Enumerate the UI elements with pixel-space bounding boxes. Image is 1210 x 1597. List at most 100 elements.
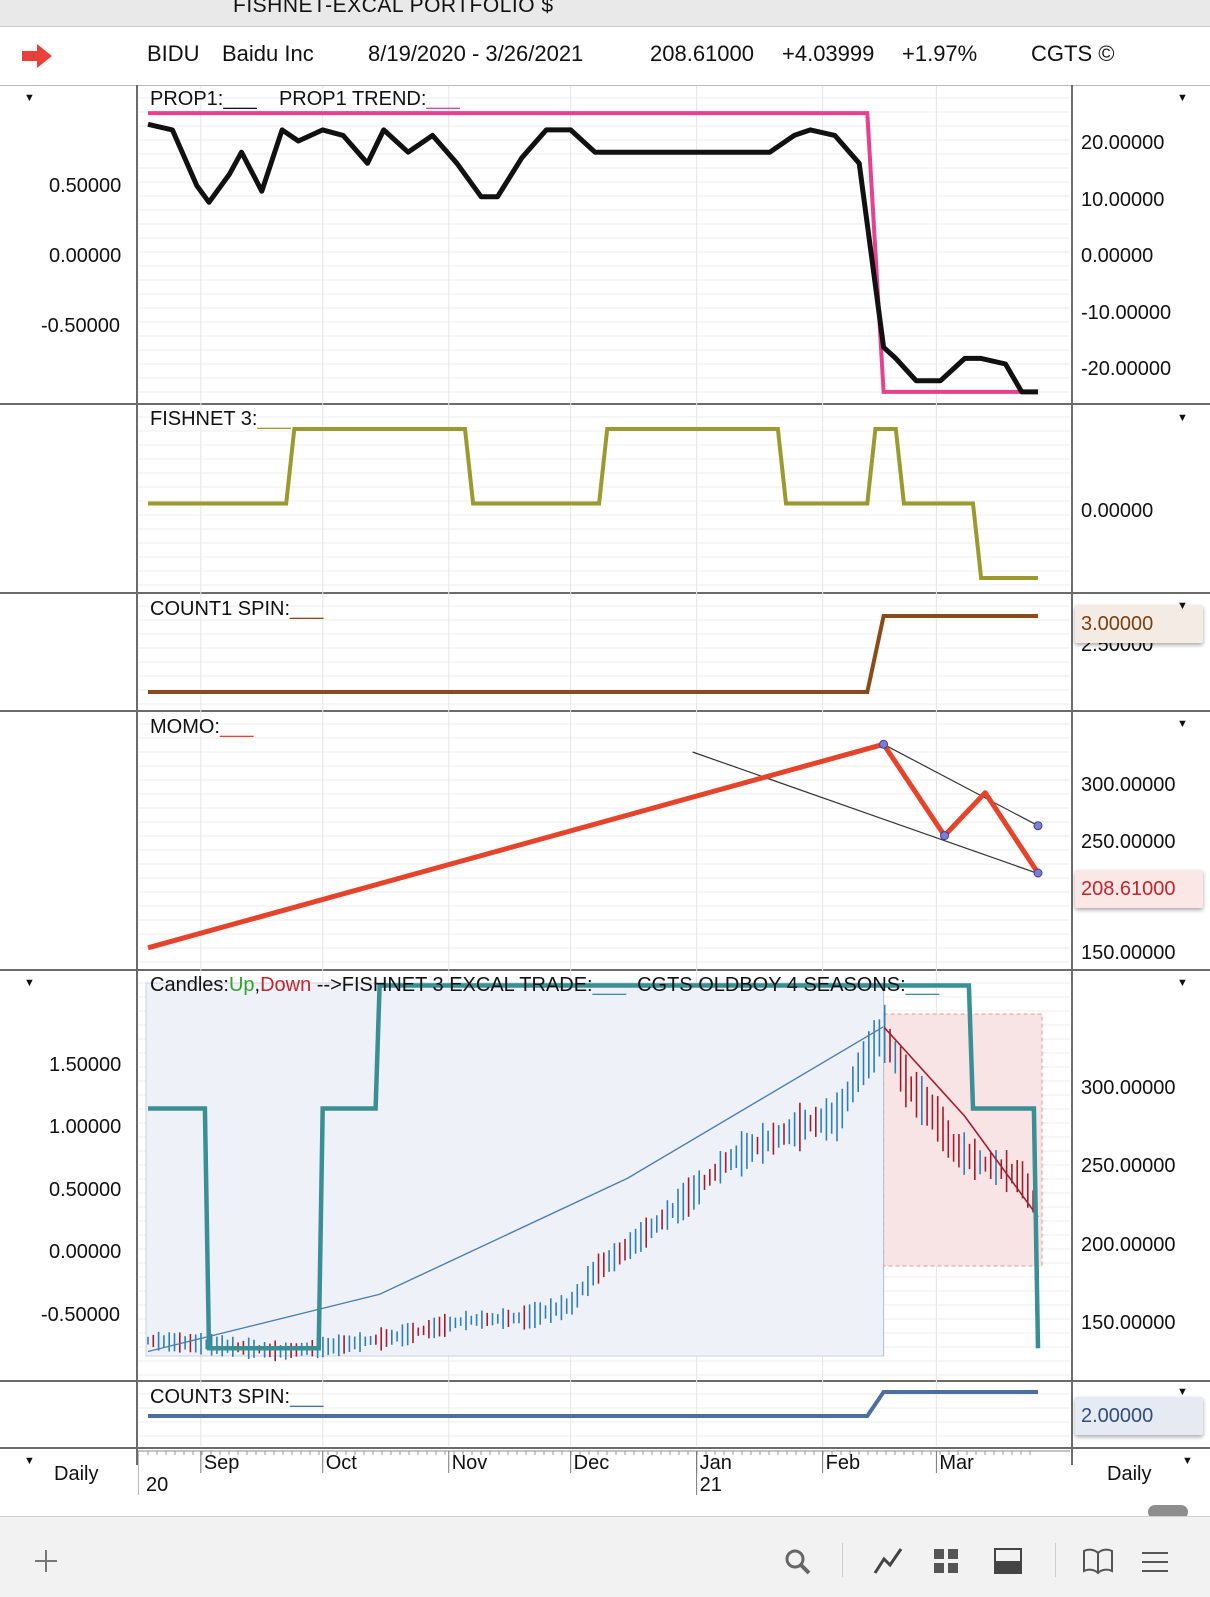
left-tick: 1.00000 xyxy=(49,1116,122,1138)
right-tick: 250.00000 xyxy=(1081,831,1176,853)
fishnet3-line xyxy=(148,427,1038,580)
fishnet3-panel xyxy=(148,427,1038,580)
prop1-label: PROP1:___ PROP1 TREND:___ xyxy=(150,88,460,111)
count1-swatch: ___ xyxy=(290,598,324,620)
count1-value-tag: 3.00000 xyxy=(1075,605,1203,643)
price-change: +4.03999 xyxy=(782,41,875,66)
left-tick: 0.00000 xyxy=(49,1241,122,1263)
count1-title: COUNT1 SPIN: xyxy=(150,598,291,620)
panel-layout-icon[interactable] xyxy=(993,1547,1023,1575)
candles-up-label: Up xyxy=(228,974,255,996)
right-tick: 200.00000 xyxy=(1081,1234,1176,1256)
chart-canvas[interactable] xyxy=(138,86,1070,1446)
right-tick: -20.00000 xyxy=(1081,358,1172,380)
chevron-down-icon[interactable]: ▼ xyxy=(1177,92,1188,104)
momo-value-tag: 208.61000 xyxy=(1075,870,1203,908)
count3-line xyxy=(148,1390,1038,1418)
cgts-title: CGTS OLDBOY 4 SEASONS: xyxy=(637,974,906,996)
x-axis: Sep Oct Nov Dec Jan Feb Mar 20 21 xyxy=(138,1450,1070,1496)
panel-divider[interactable] xyxy=(0,1447,1210,1449)
x-month-label: Dec xyxy=(574,1452,610,1474)
x-month-label: Sep xyxy=(204,1452,240,1474)
season-zone-bull xyxy=(145,982,885,1357)
chevron-down-icon[interactable]: ▼ xyxy=(1177,1386,1188,1398)
chevron-down-icon[interactable]: ▼ xyxy=(1177,977,1188,989)
fishnet3-title: FISHNET 3: xyxy=(150,408,258,430)
bear-trendline xyxy=(882,1026,1039,1218)
right-tick: -10.00000 xyxy=(1081,302,1172,324)
trendline-anchor-point xyxy=(879,739,889,749)
fishnet3-swatch: ___ xyxy=(257,408,291,430)
book-icon[interactable] xyxy=(1082,1547,1114,1575)
left-tick: -0.50000 xyxy=(41,1304,120,1326)
right-tick: 0.00000 xyxy=(1081,245,1154,267)
momo-support-trendline xyxy=(692,751,1039,875)
chevron-down-icon[interactable]: ▼ xyxy=(24,92,35,104)
x-year-label: 21 xyxy=(700,1474,722,1496)
candles-label: Candles:Up,Down -->FISHNET 3 EXCAL TRADE… xyxy=(150,974,939,997)
fishnet3-label: FISHNET 3:___ xyxy=(150,408,291,431)
right-tick: 20.00000 xyxy=(1081,132,1165,154)
menu-icon[interactable] xyxy=(1140,1549,1170,1575)
panel-divider[interactable] xyxy=(0,592,1210,594)
excal-swatch: ___ xyxy=(592,974,626,996)
chevron-down-icon[interactable]: ▼ xyxy=(1177,600,1188,612)
search-icon[interactable] xyxy=(783,1547,813,1577)
prop1-trend-line xyxy=(148,111,1038,394)
period-select-left[interactable]: Daily xyxy=(54,1463,99,1485)
count1-panel xyxy=(148,614,1038,694)
bull-trendline xyxy=(147,1026,884,1353)
candles-panel xyxy=(145,982,1043,1362)
chevron-down-icon[interactable]: ▼ xyxy=(24,1455,35,1467)
panel-divider[interactable] xyxy=(0,969,1210,971)
prop1-trend-title: PROP1 TREND: xyxy=(278,88,427,110)
right-axis-border xyxy=(1071,85,1073,1465)
chevron-down-icon[interactable]: ▼ xyxy=(1182,1455,1193,1467)
period-select-right[interactable]: Daily xyxy=(1107,1463,1152,1485)
count3-label: COUNT3 SPIN:___ xyxy=(150,1386,323,1409)
count1-label: COUNT1 SPIN:___ xyxy=(150,598,323,621)
symbol: BIDU xyxy=(147,41,200,66)
x-month-label: Feb xyxy=(826,1452,860,1474)
momo-swatch: ___ xyxy=(220,716,254,738)
panel-divider[interactable] xyxy=(0,1380,1210,1382)
x-month-label: Mar xyxy=(939,1452,974,1474)
right-tick: 300.00000 xyxy=(1081,1077,1176,1099)
right-tick: 250.00000 xyxy=(1081,1155,1176,1177)
company-name: Baidu Inc xyxy=(222,41,314,66)
panel-divider[interactable] xyxy=(0,710,1210,712)
count1-line xyxy=(148,614,1038,694)
candles-title: Candles: xyxy=(150,974,229,996)
last-price: 208.61000 xyxy=(650,41,754,66)
candles-down-label: Down xyxy=(260,974,312,996)
x-month-label: Nov xyxy=(452,1452,488,1474)
line-chart-icon[interactable] xyxy=(872,1545,904,1577)
prop1-title: PROP1: xyxy=(150,88,224,110)
x-month-label: Jan xyxy=(700,1452,732,1474)
grid-icon[interactable] xyxy=(932,1547,960,1575)
red-arrow-icon[interactable] xyxy=(20,43,54,69)
brand-label: CGTS © xyxy=(1031,41,1115,66)
left-tick: 1.50000 xyxy=(49,1054,122,1076)
momo-title: MOMO: xyxy=(150,716,220,738)
momo-resistance-trendline xyxy=(883,743,1039,827)
chevron-down-icon[interactable]: ▼ xyxy=(24,977,35,989)
chevron-down-icon[interactable]: ▼ xyxy=(1177,718,1188,730)
symbol-info-bar: BIDU Baidu Inc 8/19/2020 - 3/26/2021 208… xyxy=(0,27,1210,86)
prop1-swatch: ___ xyxy=(223,88,257,110)
left-axis-border xyxy=(136,85,138,1465)
count3-value-tag: 2.00000 xyxy=(1075,1397,1203,1435)
trendline-anchor-point xyxy=(1033,821,1043,831)
panel-divider[interactable] xyxy=(0,403,1210,405)
prop1-trend-swatch: ___ xyxy=(426,88,460,110)
chevron-down-icon[interactable]: ▼ xyxy=(1177,412,1188,424)
plus-icon[interactable] xyxy=(32,1547,60,1575)
count3-title: COUNT3 SPIN: xyxy=(150,1386,291,1408)
toolbar-divider xyxy=(842,1543,843,1577)
excal-title: -->FISHNET 3 EXCAL TRADE: xyxy=(316,974,593,996)
right-tick: 150.00000 xyxy=(1081,1312,1176,1334)
window-title-bar: FISHNET-EXCAL PORTFOLIO $ xyxy=(0,0,1210,27)
excal-trade-line xyxy=(148,983,1041,1351)
momo-panel xyxy=(147,739,1043,951)
horizontal-scrollbar[interactable] xyxy=(1148,1505,1188,1519)
